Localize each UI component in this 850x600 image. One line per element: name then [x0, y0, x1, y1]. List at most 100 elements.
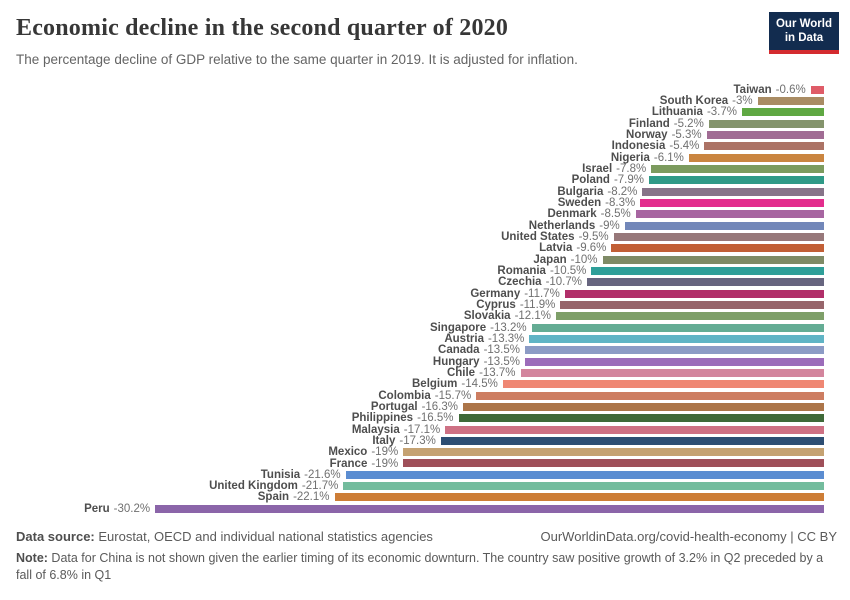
- chart-row[interactable]: Singapore -13.2%: [0, 322, 824, 334]
- note-label: Note:: [16, 551, 48, 565]
- bar[interactable]: [343, 482, 824, 491]
- chart-row[interactable]: Philippines -16.5%: [0, 412, 824, 424]
- chart-row[interactable]: United States -9.5%: [0, 231, 824, 243]
- bar[interactable]: [587, 278, 824, 287]
- bar[interactable]: [445, 425, 824, 434]
- chart-row[interactable]: Malaysia -17.1%: [0, 424, 824, 436]
- chart-row[interactable]: Chile -13.7%: [0, 366, 824, 379]
- chart-row[interactable]: Canada -13.5%: [0, 344, 824, 357]
- bar[interactable]: [742, 108, 824, 117]
- chart-row[interactable]: Czechia -10.7%: [0, 276, 824, 289]
- chart-row[interactable]: Cyprus -11.9%: [0, 299, 824, 311]
- bar[interactable]: [706, 130, 824, 139]
- bar[interactable]: [345, 470, 824, 479]
- bar[interactable]: [502, 380, 824, 389]
- bar[interactable]: [560, 300, 824, 309]
- bar[interactable]: [529, 334, 824, 343]
- bar[interactable]: [556, 312, 824, 321]
- chart-row[interactable]: Denmark -8.5%: [0, 208, 824, 220]
- chart-row[interactable]: Lithuania -3.7%: [0, 106, 824, 119]
- bar[interactable]: [591, 266, 824, 275]
- chart-row[interactable]: Bulgaria -8.2%: [0, 185, 824, 198]
- bar[interactable]: [649, 176, 824, 185]
- bar[interactable]: [564, 289, 824, 298]
- chart-row[interactable]: Japan -10%: [0, 253, 824, 266]
- country-label: Belgium: [412, 378, 458, 391]
- chart-row[interactable]: Nigeria -6.1%: [0, 152, 824, 164]
- value-label: -19%: [371, 457, 399, 470]
- bar[interactable]: [704, 142, 824, 151]
- bar[interactable]: [688, 153, 824, 162]
- bar[interactable]: [611, 244, 824, 253]
- chart-row[interactable]: Taiwan -0.6%: [0, 84, 824, 96]
- chart-row[interactable]: Austria -13.3%: [0, 332, 824, 345]
- value-label: -10.7%: [545, 276, 582, 289]
- bar[interactable]: [440, 436, 824, 445]
- chart-row[interactable]: Germany -11.7%: [0, 288, 824, 300]
- bar[interactable]: [640, 198, 824, 207]
- chart-row[interactable]: United Kingdom -21.7%: [0, 480, 824, 492]
- value-label: -19%: [371, 446, 399, 459]
- owid-url-link[interactable]: OurWorldinData.org/covid-health-economy …: [540, 529, 837, 544]
- country-label: Romania: [497, 264, 546, 277]
- bar[interactable]: [624, 221, 824, 230]
- chart-row[interactable]: Latvia -9.6%: [0, 242, 824, 254]
- bar[interactable]: [403, 448, 824, 457]
- bar[interactable]: [708, 119, 824, 128]
- bar[interactable]: [531, 323, 824, 332]
- value-label: -22.1%: [293, 491, 330, 504]
- chart-row[interactable]: Romania -10.5%: [0, 264, 824, 277]
- chart-row[interactable]: Colombia -15.7%: [0, 390, 824, 402]
- chart-row[interactable]: Peru -30.2%: [0, 503, 824, 515]
- chart-row[interactable]: Poland -7.9%: [0, 174, 824, 186]
- value-label: -13.7%: [479, 366, 516, 379]
- value-label: -9%: [599, 219, 620, 232]
- value-label: -13.5%: [483, 344, 520, 357]
- chart-row[interactable]: Israel -7.8%: [0, 163, 824, 175]
- chart-row[interactable]: Hungary -13.5%: [0, 356, 824, 368]
- value-label: -8.2%: [607, 185, 638, 198]
- bar[interactable]: [476, 391, 824, 400]
- chart-row[interactable]: Norway -5.3%: [0, 129, 824, 141]
- bar[interactable]: [642, 187, 824, 196]
- bar[interactable]: [155, 504, 824, 513]
- chart-row[interactable]: Mexico -19%: [0, 446, 824, 459]
- value-label: -3.7%: [706, 106, 737, 119]
- chart-row[interactable]: Indonesia -5.4%: [0, 140, 824, 152]
- chart-row[interactable]: Sweden -8.3%: [0, 197, 824, 209]
- chart-row[interactable]: Finland -5.2%: [0, 118, 824, 130]
- data-source-text: Data source: Eurostat, OECD and individu…: [16, 529, 433, 544]
- bar[interactable]: [602, 255, 824, 264]
- bar[interactable]: [520, 368, 824, 377]
- country-label: Netherlands: [528, 219, 596, 232]
- country-label: Italy: [372, 434, 396, 447]
- bar[interactable]: [334, 493, 824, 502]
- chart-row[interactable]: Belgium -14.5%: [0, 378, 824, 391]
- bar[interactable]: [403, 459, 824, 468]
- bar[interactable]: [463, 402, 824, 411]
- country-label: Portugal: [370, 400, 418, 413]
- bar[interactable]: [525, 357, 824, 366]
- chart-note: Note: Data for China is not shown given …: [16, 550, 837, 584]
- country-label: Japan: [533, 253, 567, 266]
- chart-row[interactable]: France -19%: [0, 457, 824, 470]
- bar[interactable]: [613, 232, 824, 241]
- chart-row[interactable]: Tunisia -21.6%: [0, 469, 824, 481]
- chart-row[interactable]: Netherlands -9%: [0, 219, 824, 232]
- chart-row[interactable]: Slovakia -12.1%: [0, 310, 824, 322]
- owid-logo[interactable]: Our World in Data: [769, 12, 839, 54]
- country-label: Bulgaria: [557, 185, 604, 198]
- chart-row[interactable]: Portugal -16.3%: [0, 400, 824, 413]
- chart-row[interactable]: South Korea -3%: [0, 95, 824, 107]
- bar[interactable]: [635, 210, 824, 219]
- bar[interactable]: [651, 164, 824, 173]
- bar[interactable]: [757, 96, 824, 105]
- bar[interactable]: [525, 346, 824, 355]
- chart-header: Economic decline in the second quarter o…: [16, 14, 750, 68]
- country-label: Chile: [446, 366, 476, 379]
- chart-row[interactable]: Italy -17.3%: [0, 434, 824, 447]
- bar[interactable]: [810, 85, 824, 94]
- country-label: Austria: [444, 332, 484, 345]
- bar[interactable]: [458, 414, 824, 423]
- chart-row[interactable]: Spain -22.1%: [0, 491, 824, 504]
